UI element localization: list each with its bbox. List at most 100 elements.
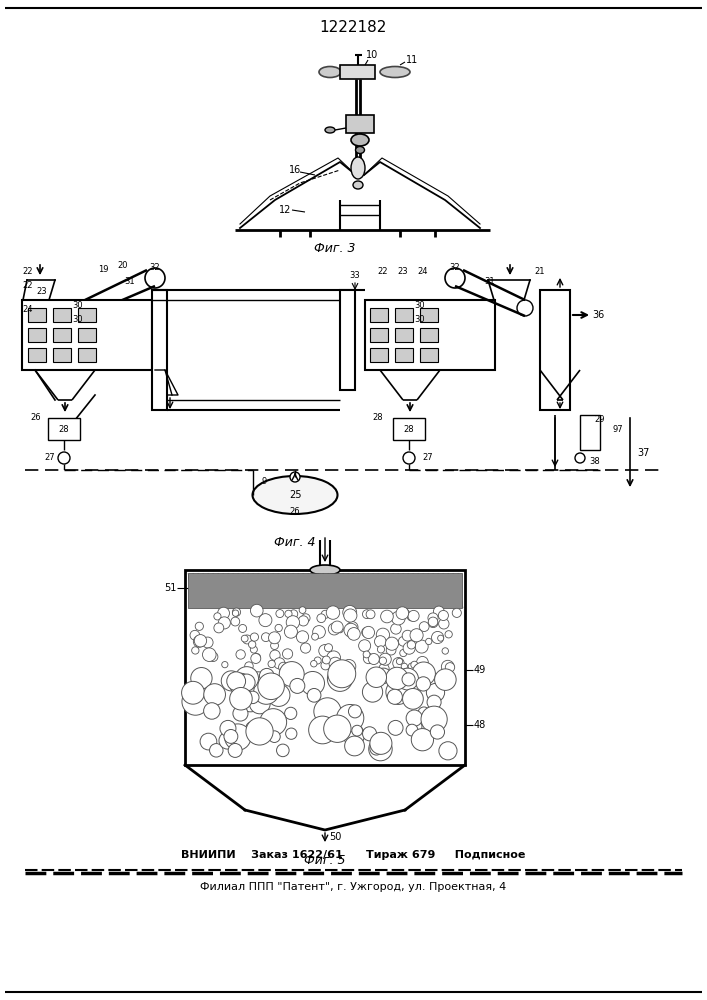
Circle shape bbox=[370, 732, 392, 754]
Bar bbox=[420, 328, 438, 342]
Circle shape bbox=[379, 653, 391, 665]
Text: 48: 48 bbox=[474, 720, 486, 730]
Circle shape bbox=[251, 653, 261, 663]
Circle shape bbox=[327, 651, 341, 665]
Circle shape bbox=[298, 616, 308, 626]
Circle shape bbox=[300, 671, 325, 695]
Circle shape bbox=[218, 607, 230, 619]
Circle shape bbox=[230, 687, 252, 710]
Text: Фиг. 5: Фиг. 5 bbox=[304, 854, 346, 866]
Circle shape bbox=[364, 685, 380, 702]
Circle shape bbox=[418, 707, 430, 719]
Circle shape bbox=[349, 705, 361, 718]
Circle shape bbox=[406, 724, 418, 736]
Circle shape bbox=[397, 658, 403, 665]
Text: 51: 51 bbox=[164, 583, 176, 593]
Text: Фиг. 3: Фиг. 3 bbox=[314, 241, 356, 254]
Circle shape bbox=[391, 624, 401, 634]
Ellipse shape bbox=[353, 181, 363, 189]
Circle shape bbox=[321, 661, 330, 670]
Circle shape bbox=[402, 688, 423, 709]
Bar bbox=[28, 348, 46, 362]
Circle shape bbox=[236, 650, 245, 659]
Text: 38: 38 bbox=[590, 458, 600, 466]
Bar bbox=[78, 328, 96, 342]
Circle shape bbox=[269, 632, 281, 644]
Circle shape bbox=[253, 654, 260, 661]
Text: 22: 22 bbox=[23, 280, 33, 290]
Circle shape bbox=[403, 642, 415, 654]
Circle shape bbox=[319, 645, 331, 657]
Circle shape bbox=[239, 624, 247, 632]
Text: 26: 26 bbox=[30, 414, 41, 422]
Circle shape bbox=[279, 662, 304, 687]
Ellipse shape bbox=[351, 157, 365, 179]
Circle shape bbox=[279, 662, 288, 672]
Circle shape bbox=[233, 706, 248, 721]
Bar bbox=[395, 348, 413, 362]
Circle shape bbox=[328, 623, 340, 635]
Circle shape bbox=[433, 606, 444, 617]
Circle shape bbox=[326, 606, 339, 619]
Circle shape bbox=[190, 630, 200, 640]
Circle shape bbox=[325, 644, 332, 652]
Circle shape bbox=[209, 652, 218, 662]
Circle shape bbox=[312, 633, 318, 640]
Bar bbox=[152, 290, 167, 410]
Circle shape bbox=[228, 743, 242, 757]
Circle shape bbox=[271, 642, 279, 649]
Text: 19: 19 bbox=[98, 265, 108, 274]
Circle shape bbox=[392, 611, 405, 625]
Circle shape bbox=[439, 742, 457, 760]
Bar bbox=[28, 328, 46, 342]
Circle shape bbox=[218, 617, 230, 629]
Text: 36: 36 bbox=[592, 310, 604, 320]
Circle shape bbox=[314, 657, 321, 664]
Circle shape bbox=[376, 628, 390, 641]
Circle shape bbox=[268, 660, 275, 668]
Circle shape bbox=[348, 628, 360, 640]
Circle shape bbox=[401, 663, 407, 670]
Circle shape bbox=[233, 608, 240, 616]
Circle shape bbox=[416, 677, 431, 691]
Circle shape bbox=[428, 613, 438, 623]
Circle shape bbox=[145, 268, 165, 288]
Text: 27: 27 bbox=[423, 454, 433, 462]
Circle shape bbox=[386, 680, 411, 704]
Text: 37: 37 bbox=[637, 448, 649, 458]
Circle shape bbox=[445, 631, 452, 638]
Circle shape bbox=[209, 744, 223, 757]
Circle shape bbox=[233, 676, 247, 690]
Circle shape bbox=[194, 635, 206, 647]
Circle shape bbox=[238, 685, 264, 712]
Circle shape bbox=[344, 609, 357, 622]
Circle shape bbox=[202, 648, 216, 661]
Circle shape bbox=[293, 678, 307, 691]
Circle shape bbox=[317, 614, 326, 623]
Circle shape bbox=[431, 725, 445, 739]
Circle shape bbox=[327, 666, 353, 691]
Text: 23: 23 bbox=[37, 288, 47, 296]
Circle shape bbox=[403, 610, 409, 616]
Circle shape bbox=[342, 659, 356, 673]
Circle shape bbox=[204, 684, 226, 705]
Text: 50: 50 bbox=[329, 832, 341, 842]
Text: 28: 28 bbox=[373, 414, 383, 422]
Text: 30: 30 bbox=[73, 300, 83, 310]
Bar bbox=[346, 115, 374, 133]
Circle shape bbox=[254, 679, 279, 704]
Circle shape bbox=[435, 669, 456, 690]
Circle shape bbox=[370, 742, 382, 755]
Circle shape bbox=[321, 610, 329, 618]
Circle shape bbox=[346, 622, 358, 633]
Circle shape bbox=[267, 684, 290, 706]
Ellipse shape bbox=[351, 134, 369, 146]
Circle shape bbox=[200, 733, 217, 750]
Circle shape bbox=[310, 660, 317, 667]
Circle shape bbox=[442, 648, 448, 654]
Polygon shape bbox=[23, 280, 55, 300]
Circle shape bbox=[438, 610, 448, 621]
Circle shape bbox=[393, 658, 404, 669]
Circle shape bbox=[386, 645, 396, 655]
Circle shape bbox=[428, 618, 438, 628]
